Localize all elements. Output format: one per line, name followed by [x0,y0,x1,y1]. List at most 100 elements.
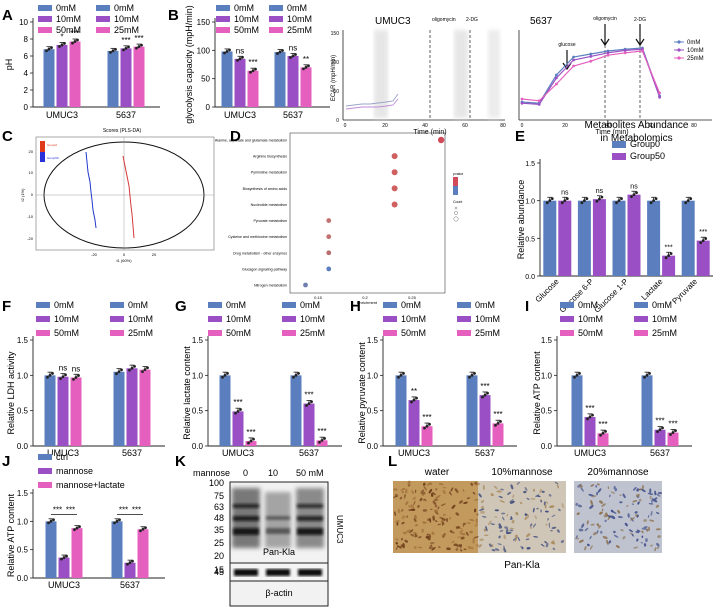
ihc-cell [629,532,634,535]
ihc-cell [485,525,488,532]
ihc-cell [474,523,478,527]
data-point [127,45,130,49]
ihc-cell [488,543,493,548]
panel-letter-a: A [2,7,13,24]
y-tick-label: 1.0 [17,517,29,526]
bar [647,200,661,276]
ihc-cell [465,531,469,536]
ihc-cell [503,534,507,540]
significance-label: *** [248,58,257,67]
legend-label: 50mM [56,25,81,35]
ihc-cell [479,508,485,511]
western-blot: mannose 0 10 50 mM 100 75 63 48 35 25 20… [193,468,344,607]
ihc-cell [509,498,514,503]
x-tick-label: UMUC3 [46,110,78,120]
legend-swatch [457,316,471,322]
x-tick-label: UMUC3 [48,580,80,590]
ihc-cell [428,546,433,550]
ihc-cell [523,490,527,494]
ihc-panels: water 10%mannose 20%mannose Pan-Kla [393,467,663,571]
ihc-cell [419,497,423,502]
panel-letter-d: D [230,128,241,145]
data-point [699,241,703,245]
chart-i: 0.0 0.5 1.0 1.5 Relative ATP content *** *** UM… [532,300,692,458]
ihc-cell [428,535,431,540]
data-point [64,373,67,377]
significance-label: *** [422,413,431,422]
ihc-cell [628,529,633,533]
y-tick-label: 1.5 [192,336,204,345]
y-tick-label: 1.0 [525,199,535,206]
ihc-cell [399,489,403,492]
ihc-texture [393,480,663,553]
ihc-cell [475,544,479,547]
bar [395,375,407,446]
pls-da-group0 [85,151,97,229]
enrichment-dot [391,201,398,208]
ihc-cell [437,506,440,510]
wb-band [266,516,290,520]
ihc-cell [556,484,559,489]
ecar-5637-arrow [600,24,610,47]
data-point [399,373,403,377]
legend-label: 50mM [578,328,603,338]
ihc-cell [393,488,398,491]
ihc-cell [527,513,529,518]
ihc-cell [434,520,438,522]
ihc-cell [424,498,427,502]
y-tick-label: 0.0 [17,442,29,451]
bar [111,521,123,578]
data-point [60,557,63,561]
ihc-cell [509,529,514,532]
legend-label: 25mM [300,328,325,338]
y-tick-label: 0.0 [17,574,29,583]
data-point [74,376,78,379]
data-point [289,56,292,59]
ihc-cell [448,516,452,520]
data-point [278,50,282,54]
legend-swatch [282,316,296,322]
ecar-umuc3-smear [454,30,468,118]
ecar-point [520,97,524,101]
ihc-cell [459,549,463,552]
y-tick-label: 1.5 [17,336,29,345]
data-point [51,372,54,375]
ecar-5637-marker-label: glucose [558,42,575,48]
legend-swatch [383,302,397,308]
ecar-5637-arrow [635,24,645,47]
data-point [486,391,489,395]
data-point [307,64,310,68]
data-point [221,375,224,379]
ihc-cell [442,513,446,517]
ihc-cell [636,488,640,492]
bar [303,403,315,446]
data-point [254,67,257,71]
ecar-umuc3-xtick: 80 [500,123,506,129]
data-point [630,195,633,199]
enrichment-size-key [454,206,458,210]
y-tick-label: 0.5 [367,407,379,416]
ihc-cell [435,488,438,491]
significance-label: *** [493,410,502,419]
ihc-cell [651,497,654,503]
legend-label: 0mM [226,300,246,310]
ihc-cell [410,508,416,511]
ihc-cell [599,511,603,515]
wb-lane-label: 50 mM [296,468,324,478]
ihc-cell [657,492,663,495]
enrichment-term: Biosynthesis of amino acids [243,187,288,191]
ihc-cell [622,493,626,499]
y-axis-label: Relative lactate content [182,346,192,440]
ihc-cell [544,504,547,509]
ihc-cell [576,535,578,539]
legend-label: 10mM [578,314,603,324]
ihc-cell [423,486,427,491]
bar [558,200,572,276]
ihc-cell [451,540,455,544]
ihc-cell [655,504,659,508]
ihc-cell [421,491,426,495]
y-tick-label: 1.5 [541,336,553,345]
bar [681,200,695,276]
data-point [412,398,416,402]
ihc-cell [647,526,651,532]
